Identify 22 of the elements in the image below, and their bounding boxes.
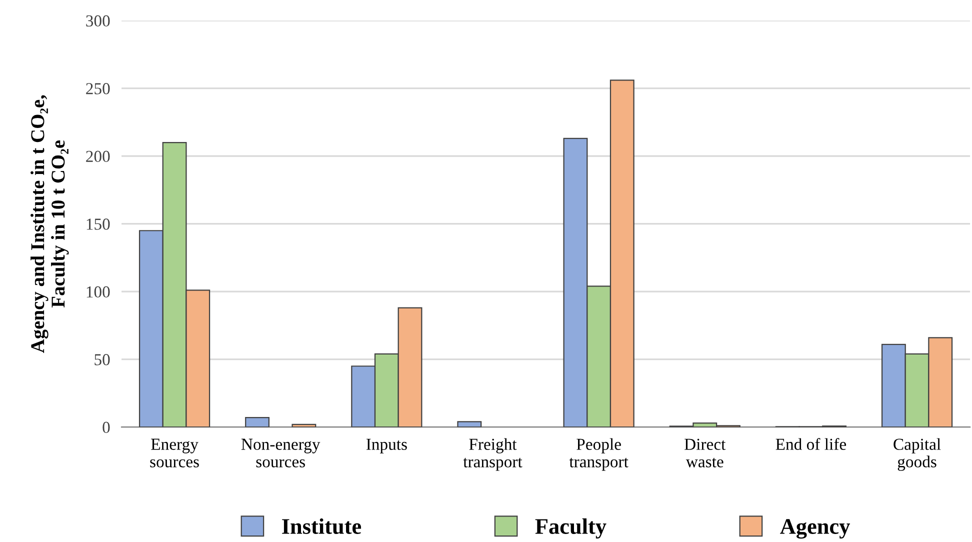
legend-label: Institute xyxy=(282,518,362,534)
y-tick-label: 150 xyxy=(86,218,110,230)
y-tick-label: 200 xyxy=(86,150,110,162)
y-tick-label: 0 xyxy=(102,422,110,434)
y-tick-label: 50 xyxy=(94,354,110,366)
legend-label: Agency xyxy=(780,519,850,539)
bar xyxy=(245,417,270,428)
y-axis-title: Agency and Institute in t CO₂e, Faculty in 10 t CO₂e xyxy=(30,95,69,353)
y-tick-label: 100 xyxy=(86,286,110,298)
legend-label: Faculty xyxy=(535,518,606,539)
x-tick-label: Non-energy sources xyxy=(241,438,320,468)
x-tick-label: Inputs xyxy=(366,438,407,454)
x-tick-label: End of life xyxy=(776,438,846,450)
x-tick-label: Capital goods xyxy=(894,438,941,471)
x-tick-label: Energy sources xyxy=(150,438,199,468)
y-tick-label: 250 xyxy=(86,83,110,94)
bar xyxy=(292,424,316,428)
x-tick-label: People transport xyxy=(569,438,628,471)
x-tick-label: Direct waste xyxy=(684,438,726,468)
bar xyxy=(457,421,482,428)
y-tick-label: 300 xyxy=(86,15,110,27)
x-tick-label: Freight transport xyxy=(463,438,522,471)
